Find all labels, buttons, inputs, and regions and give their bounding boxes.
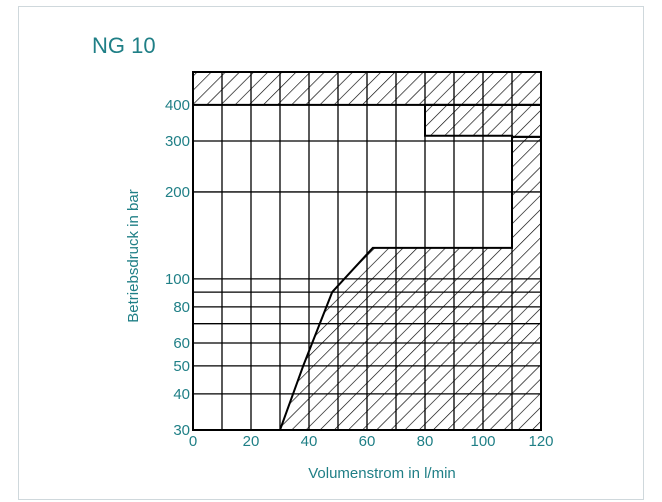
x-tick-label: 60 xyxy=(359,433,376,450)
y-tick-label: 60 xyxy=(173,335,190,352)
y-tick-label: 100 xyxy=(165,271,190,288)
x-tick-label: 0 xyxy=(189,433,197,450)
x-tick-label: 20 xyxy=(243,433,260,450)
chart-title: NG 10 xyxy=(92,33,156,58)
hatched-region-1 xyxy=(278,135,542,431)
x-tick-label: 120 xyxy=(528,433,553,450)
y-tick-label: 200 xyxy=(165,184,190,201)
y-tick-label: 400 xyxy=(165,97,190,114)
y-tick-label: 30 xyxy=(173,422,190,439)
y-tick-label: 300 xyxy=(165,133,190,150)
plot-border xyxy=(192,71,542,431)
y-tick-label: 40 xyxy=(173,386,190,403)
y-tick-label: 50 xyxy=(173,358,190,375)
y-tick-label: 80 xyxy=(173,299,190,316)
x-tick-label: 100 xyxy=(470,433,495,450)
x-axis-label: Volumenstrom in l/min xyxy=(308,465,456,482)
x-tick-label: 80 xyxy=(417,433,434,450)
x-tick-label: 40 xyxy=(301,433,318,450)
y-axis-label: Betriebsdruck in bar xyxy=(125,189,142,322)
